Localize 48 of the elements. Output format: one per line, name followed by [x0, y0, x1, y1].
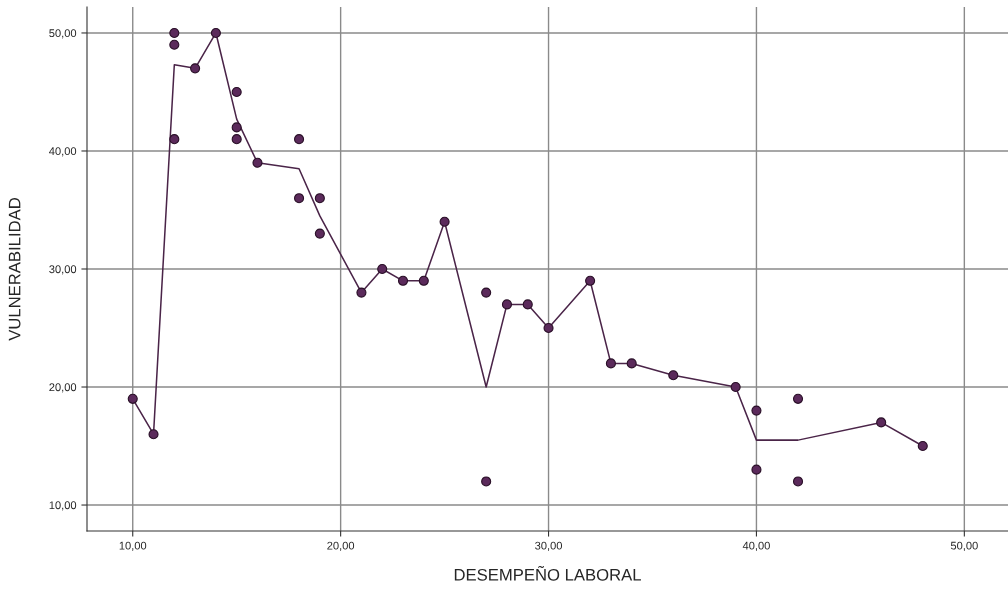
point	[605, 358, 616, 369]
point	[481, 476, 492, 487]
point	[314, 228, 325, 239]
y-tick-label: 40,00	[49, 147, 77, 157]
x-tick-label: 10,00	[119, 541, 147, 551]
point	[148, 429, 159, 440]
point	[356, 287, 367, 298]
point	[439, 216, 450, 227]
point	[418, 275, 429, 286]
point	[917, 440, 928, 452]
point	[190, 63, 201, 74]
y-axis-title: VULNERABILIDAD	[8, 198, 21, 341]
point	[377, 263, 388, 275]
x-axis-title: DESEMPEÑO LABORAL	[454, 565, 641, 581]
point	[127, 393, 138, 404]
point	[294, 134, 305, 145]
x-tick-label: 30,00	[535, 541, 563, 551]
point	[169, 27, 180, 39]
point	[585, 275, 596, 286]
point	[626, 358, 637, 369]
point	[231, 122, 242, 133]
point	[252, 157, 263, 168]
point	[522, 299, 533, 310]
point	[397, 275, 409, 286]
point	[668, 370, 679, 381]
point	[294, 193, 305, 204]
point	[210, 27, 221, 39]
x-tick-label: 20,00	[327, 541, 355, 551]
y-tick-label: 10,00	[49, 501, 77, 511]
point	[751, 464, 762, 475]
point	[314, 193, 325, 204]
point	[501, 299, 513, 310]
y-tick-label: 20,00	[49, 383, 77, 393]
point	[792, 393, 804, 404]
point	[481, 287, 492, 298]
point	[169, 134, 180, 145]
x-tick-label: 40,00	[742, 541, 770, 551]
point	[231, 86, 242, 98]
point	[730, 381, 741, 393]
point	[792, 476, 804, 487]
y-tick-label: 50,00	[49, 29, 77, 39]
point	[751, 405, 762, 416]
y-tick-label: 30,00	[49, 265, 77, 275]
point	[543, 322, 554, 334]
point	[876, 417, 887, 428]
point	[231, 134, 242, 145]
point	[169, 39, 180, 50]
x-tick-label: 50,00	[950, 541, 978, 551]
